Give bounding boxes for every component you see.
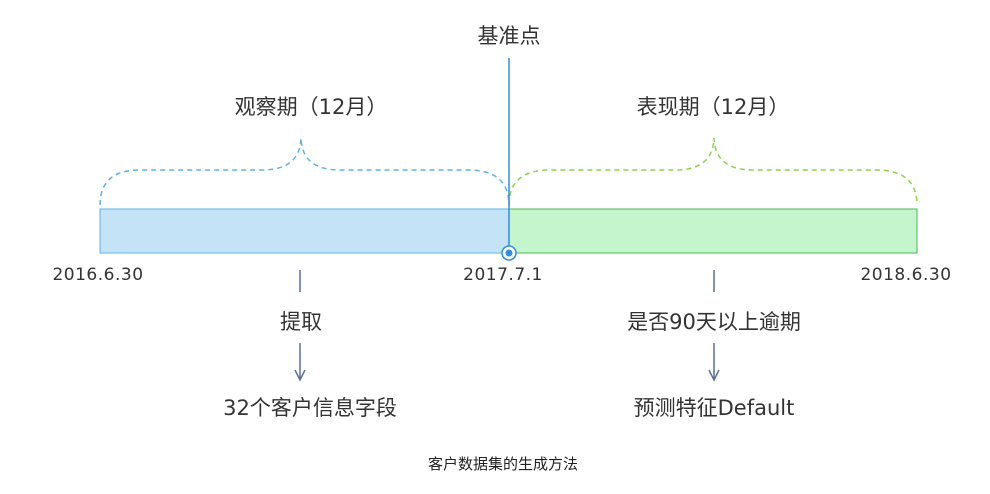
extract-label: 提取: [280, 310, 322, 334]
observation-brace: [99, 137, 510, 206]
performance-period-label: 表现期（12月）: [636, 95, 790, 119]
overdue-label: 是否90天以上逾期: [627, 310, 801, 334]
diagram-caption: 客户数据集的生成方法: [427, 455, 579, 473]
extract-result-label: 32个客户信息字段: [223, 396, 397, 420]
performance-period-bar: [508, 208, 918, 254]
reference-date-label: 2017.7.1: [463, 265, 543, 285]
start-date-label: 2016.6.30: [52, 265, 144, 285]
performance-brace: [508, 137, 918, 206]
observation-period-label: 观察期（12月）: [234, 95, 388, 119]
observation-period-bar: [99, 208, 510, 254]
reference-point-dot: [505, 249, 513, 257]
extract-arrow-head: [294, 369, 306, 382]
overdue-arrow-head: [708, 369, 720, 382]
overdue-result-label: 预测特征Default: [633, 396, 795, 420]
end-date-label: 2018.6.30: [860, 265, 952, 285]
reference-point-label: 基准点: [477, 24, 541, 48]
